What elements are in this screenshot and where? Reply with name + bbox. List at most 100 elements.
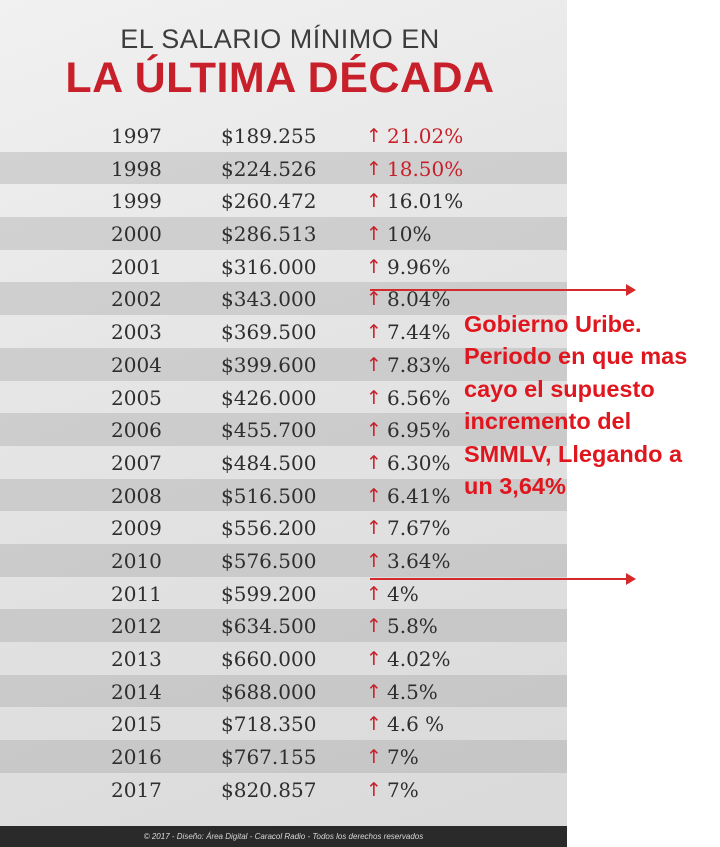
increase-cell: 4.6 %: [387, 712, 445, 737]
year-cell: 2007: [111, 450, 162, 475]
year-cell: 1999: [111, 189, 162, 214]
increase-cell: 3.64%: [387, 548, 451, 573]
increase-cell: 4.5%: [387, 679, 438, 704]
salary-table: 1997 $189.255 ↑ 21.02% 1998 $224.526 ↑ 18.50% 19…: [0, 119, 567, 805]
year-cell: 2006: [111, 418, 162, 443]
salary-cell: $767.155: [221, 745, 317, 770]
year-cell: 2010: [111, 548, 162, 573]
up-arrow-icon: ↑: [366, 713, 382, 736]
salary-cell: $556.200: [221, 516, 317, 541]
salary-cell: $484.500: [221, 450, 317, 475]
up-arrow-icon: ↑: [366, 582, 382, 605]
salary-cell: $660.000: [221, 647, 317, 671]
year-cell: 2017: [111, 777, 162, 802]
year-cell: 2009: [111, 516, 162, 541]
annotation-text: Gobierno Uribe. Periodo en que mas cayo …: [464, 311, 688, 500]
year-cell: 2004: [111, 352, 162, 377]
salary-cell: $260.472: [221, 189, 317, 214]
table-row: 2014 $688.000 ↑ 4.5%: [0, 674, 567, 708]
up-arrow-icon: ↑: [366, 778, 382, 801]
table-row: 2000 $286.513 ↑ 10%: [0, 217, 567, 250]
salary-cell: $286.513: [221, 222, 317, 247]
table-row: 2005 $426.000 ↑ 6.56%: [0, 381, 567, 414]
salary-cell: $576.500: [221, 548, 317, 573]
up-arrow-icon: ↑: [366, 615, 382, 638]
table-row: 2009 $556.200 ↑ 7.67%: [0, 511, 567, 544]
table-row: 2006 $455.700 ↑ 6.95%: [0, 413, 567, 446]
table-row: 2016 $767.155 ↑ 7%: [0, 740, 567, 773]
up-arrow-icon: ↑: [366, 680, 382, 703]
up-arrow-icon: ↑: [366, 746, 382, 769]
table-row: 2011 $599.200 ↑ 4%: [0, 577, 567, 610]
increase-cell: 4.02%: [387, 647, 451, 671]
table-row: 2007 $484.500 ↑ 6.30%: [0, 446, 567, 479]
table-row: 2017 $820.857 ↑ 7%: [0, 773, 567, 806]
up-arrow-icon: ↑: [366, 223, 382, 246]
up-arrow-icon: ↑: [366, 451, 382, 474]
annotation-top-line: [370, 289, 628, 291]
salary-cell: $820.857: [221, 777, 317, 802]
salary-cell: $224.526: [221, 156, 317, 181]
up-arrow-icon: ↑: [366, 517, 382, 540]
up-arrow-icon: ↑: [366, 157, 382, 180]
table-row: 2004 $399.600 ↑ 7.83%: [0, 347, 567, 381]
increase-cell: 7.83%: [387, 352, 451, 377]
table-row: 2002 $343.000 ↑ 8.04%: [0, 282, 567, 316]
up-arrow-icon: ↑: [366, 288, 382, 311]
increase-cell: 6.56%: [387, 385, 451, 410]
salary-cell: $316.000: [221, 254, 317, 279]
increase-cell: 16.01%: [387, 189, 464, 214]
year-cell: 1998: [111, 156, 162, 181]
table-row: 2013 $660.000 ↑ 4.02%: [0, 642, 567, 675]
increase-cell: 10%: [387, 222, 432, 247]
year-cell: 2012: [111, 614, 162, 639]
salary-infographic: EL SALARIO MÍNIMO EN LA ÚLTIMA DÉCADA 19…: [0, 0, 567, 847]
salary-cell: $455.700: [221, 418, 317, 443]
salary-cell: $426.000: [221, 385, 317, 410]
increase-cell: 6.41%: [387, 483, 451, 508]
year-cell: 2013: [111, 647, 162, 671]
increase-cell: 6.30%: [387, 450, 451, 475]
increase-cell: 7.67%: [387, 516, 451, 541]
year-cell: 2011: [111, 581, 162, 606]
title-line-2: LA ÚLTIMA DÉCADA: [65, 54, 495, 102]
year-cell: 2016: [111, 745, 162, 770]
up-arrow-icon: ↑: [366, 125, 382, 147]
increase-cell: 8.04%: [387, 287, 451, 312]
salary-cell: $343.000: [221, 287, 317, 312]
table-row: 2001 $316.000 ↑ 9.96%: [0, 250, 567, 283]
up-arrow-icon: ↑: [366, 648, 382, 670]
up-arrow-icon: ↑: [366, 484, 382, 507]
increase-cell: 9.96%: [387, 254, 451, 279]
year-cell: 2008: [111, 483, 162, 508]
table-row: 2003 $369.500 ↑ 7.44%: [0, 315, 567, 348]
salary-cell: $688.000: [221, 679, 317, 704]
table-row: 1998 $224.526 ↑ 18.50%: [0, 151, 567, 185]
year-cell: 2002: [111, 287, 162, 312]
year-cell: 2000: [111, 222, 162, 247]
table-row: 2010 $576.500 ↑ 3.64%: [0, 543, 567, 577]
year-cell: 2014: [111, 679, 162, 704]
salary-cell: $718.350: [221, 712, 317, 737]
increase-cell: 7.44%: [387, 320, 451, 345]
up-arrow-icon: ↑: [366, 549, 382, 572]
year-cell: 2001: [111, 254, 162, 279]
footer-credit: © 2017 - Diseño: Área Digital - Caracol …: [0, 826, 567, 847]
increase-cell: 6.95%: [387, 418, 451, 443]
table-row: 2012 $634.500 ↑ 5.8%: [0, 609, 567, 642]
salary-cell: $399.600: [221, 352, 317, 377]
salary-cell: $599.200: [221, 581, 317, 606]
year-cell: 2005: [111, 385, 162, 410]
increase-cell: 4%: [387, 581, 419, 606]
increase-cell: 18.50%: [387, 156, 464, 181]
up-arrow-icon: ↑: [366, 386, 382, 409]
title-line-1: EL SALARIO MÍNIMO EN: [120, 24, 440, 54]
table-row: 1997 $189.255 ↑ 21.02%: [0, 119, 567, 152]
up-arrow-icon: ↑: [366, 353, 382, 376]
year-cell: 1997: [111, 124, 162, 148]
year-cell: 2003: [111, 320, 162, 345]
salary-cell: $516.500: [221, 483, 317, 508]
increase-cell: 7%: [387, 777, 419, 802]
year-cell: 2015: [111, 712, 162, 737]
salary-cell: $189.255: [221, 124, 317, 148]
